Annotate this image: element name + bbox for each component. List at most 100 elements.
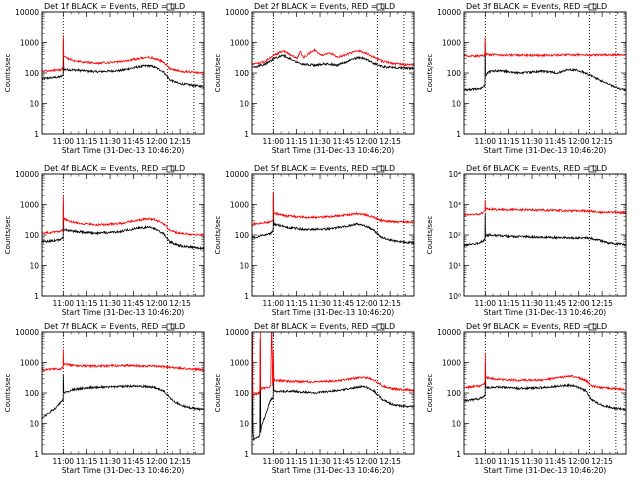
y-axis-label: Counts/sec [214, 374, 222, 413]
x-tick-label: 11:45 [333, 299, 355, 308]
panel-title: Det 3f BLACK = Events, RED = LLD [466, 2, 607, 11]
panel-title: Det 4f BLACK = Events, RED = LLD [44, 164, 185, 173]
y-tick-label: 1000 [230, 359, 249, 368]
panel-det-9: Det 9f BLACK = Events, RED = LLD Counts/s… [426, 322, 627, 475]
x-tick-label: 11:15 [498, 137, 520, 146]
x-tick-label: 11:00 [474, 299, 496, 308]
plot-frame [463, 331, 627, 455]
plot-frame [251, 11, 415, 135]
panel-title: Det 1f BLACK = Events, RED = LLD [44, 2, 185, 11]
y-tick-label: 1000 [230, 39, 249, 48]
panel-det-6: Det 6f BLACK = Events, RED = LLD Counts/s… [426, 164, 627, 317]
panel-det-2: Det 2f BLACK = Events, RED = LLD Counts/s… [214, 2, 415, 155]
panel-det-5: Det 5f BLACK = Events, RED = LLD Counts/s… [214, 164, 415, 317]
y-tick-label: 100 [447, 389, 462, 398]
series-lld [252, 191, 414, 226]
x-tick-label: 12:15 [169, 137, 191, 146]
y-tick-label: 10000 [15, 8, 39, 17]
title-box-glyph [166, 165, 175, 173]
x-tick-label: 11:30 [99, 299, 121, 308]
panel-det-7: Det 7f BLACK = Events, RED = LLD Counts/s… [4, 322, 205, 475]
y-tick-label: 1 [34, 450, 39, 459]
y-axis-label: Counts/sec [426, 54, 434, 93]
y-tick-label: 1 [456, 450, 461, 459]
x-tick-label: 11:30 [521, 137, 543, 146]
title-box-glyph [166, 323, 175, 331]
x-axis-label: Start Time (31-Dec-13 10:46:20) [62, 146, 184, 155]
y-tick-label: 1 [244, 450, 249, 459]
x-tick-label: 12:00 [146, 299, 168, 308]
x-axis-label: Start Time (31-Dec-13 10:46:20) [62, 308, 184, 317]
x-tick-label: 12:15 [591, 457, 613, 466]
panel-det-1: Det 1f BLACK = Events, RED = LLD Counts/s… [4, 2, 205, 155]
x-tick-label: 11:45 [545, 457, 567, 466]
y-tick-label: 10³ [448, 201, 461, 210]
panel-title: Det 6f BLACK = Events, RED = LLD [466, 164, 607, 173]
panel-title: Det 2f BLACK = Events, RED = LLD [254, 2, 395, 11]
x-tick-label: 11:00 [474, 457, 496, 466]
x-tick-label: 11:00 [262, 299, 284, 308]
x-tick-label: 12:15 [379, 457, 401, 466]
x-tick-label: 12:00 [356, 137, 378, 146]
y-tick-label: 10000 [225, 170, 249, 179]
x-tick-label: 12:15 [379, 299, 401, 308]
x-axis-label: Start Time (31-Dec-13 10:46:20) [484, 466, 606, 475]
plot-frame [41, 331, 205, 455]
y-tick-label: 10 [29, 262, 39, 271]
plot-frame [251, 173, 415, 297]
x-tick-label: 11:00 [262, 137, 284, 146]
x-tick-label: 11:15 [498, 299, 520, 308]
x-tick-label: 12:15 [169, 299, 191, 308]
x-tick-label: 11:00 [52, 299, 74, 308]
y-tick-label: 100 [235, 231, 250, 240]
y-tick-label: 10 [451, 420, 461, 429]
y-tick-label: 10² [448, 231, 461, 240]
x-axis-label: Start Time (31-Dec-13 10:46:20) [484, 146, 606, 155]
plot-frame [251, 331, 415, 455]
y-axis-label: Counts/sec [426, 216, 434, 255]
y-tick-label: 10 [239, 262, 249, 271]
y-axis-label: Counts/sec [426, 374, 434, 413]
x-tick-label: 11:45 [333, 457, 355, 466]
x-axis-label: Start Time (31-Dec-13 10:46:20) [62, 466, 184, 475]
panel-title: Det 8f BLACK = Events, RED = LLD [254, 322, 395, 331]
title-box-glyph [376, 165, 385, 173]
y-tick-label: 10 [239, 100, 249, 109]
y-tick-label: 10⁰ [448, 292, 461, 301]
y-tick-label: 100 [25, 231, 40, 240]
x-tick-label: 11:45 [123, 299, 145, 308]
x-tick-label: 11:45 [545, 299, 567, 308]
title-box-glyph [376, 3, 385, 11]
plot-frame [41, 11, 205, 135]
x-tick-label: 11:45 [123, 457, 145, 466]
y-tick-label: 100 [235, 389, 250, 398]
x-tick-label: 12:15 [379, 137, 401, 146]
y-tick-label: 1 [244, 292, 249, 301]
series-lld [252, 47, 414, 67]
panel-title: Det 9f BLACK = Events, RED = LLD [466, 322, 607, 331]
x-tick-label: 12:00 [146, 137, 168, 146]
y-tick-label: 1000 [442, 39, 461, 48]
x-tick-label: 11:45 [545, 137, 567, 146]
series-events [464, 213, 626, 248]
y-tick-label: 10000 [225, 328, 249, 337]
x-tick-label: 11:15 [286, 299, 308, 308]
y-tick-label: 1 [34, 130, 39, 139]
y-tick-label: 10 [451, 100, 461, 109]
series-lld [42, 34, 204, 75]
y-tick-label: 1000 [442, 359, 461, 368]
x-tick-label: 12:00 [146, 457, 168, 466]
series-events [464, 362, 626, 412]
plot-frame [463, 11, 627, 135]
series-events [252, 53, 414, 71]
y-tick-label: 10⁴ [448, 170, 461, 179]
y-tick-label: 1000 [230, 201, 249, 210]
x-axis-label: Start Time (31-Dec-13 10:46:20) [272, 466, 394, 475]
y-tick-label: 1000 [20, 201, 39, 210]
x-axis-label: Start Time (31-Dec-13 10:46:20) [484, 308, 606, 317]
series-lld [464, 353, 626, 392]
x-tick-label: 11:15 [286, 457, 308, 466]
x-tick-label: 11:15 [76, 457, 98, 466]
y-tick-label: 1 [34, 292, 39, 301]
y-tick-label: 10000 [225, 8, 249, 17]
